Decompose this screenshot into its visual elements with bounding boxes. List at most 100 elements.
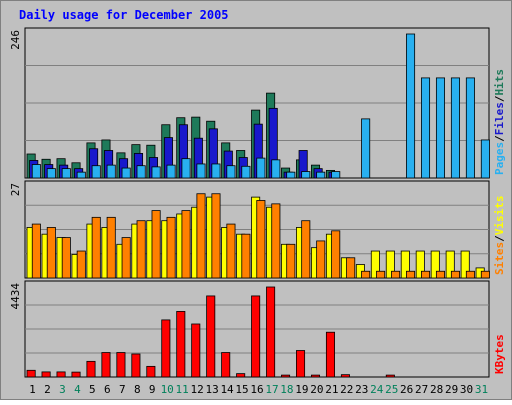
- bar-sites-day-5: [91, 216, 101, 279]
- legend: KBytes: [493, 334, 506, 374]
- bar-pages-day-3: [61, 168, 71, 179]
- legend-separator: /: [493, 235, 506, 242]
- bar-pages-day-31: [480, 139, 490, 179]
- bar-kbytes-day-3: [56, 371, 66, 378]
- bar-sites-day-4: [76, 250, 86, 279]
- bar-sites-day-30: [465, 270, 475, 279]
- bar-sites-day-15: [241, 233, 251, 279]
- x-tick-label: 17: [265, 383, 278, 396]
- legend: Sites/Visits: [493, 196, 506, 276]
- bar-sites-day-29: [450, 270, 460, 279]
- bar-kbytes-day-18: [281, 374, 291, 378]
- bar-pages-day-7: [121, 167, 131, 179]
- bar-sites-day-17: [271, 203, 281, 279]
- bar-sites-day-26: [406, 270, 416, 279]
- bar-kbytes-day-4: [71, 371, 81, 378]
- y-max-label: 27: [9, 183, 22, 196]
- x-tick-label: 2: [44, 383, 51, 396]
- legend-entry-sites: Sites: [493, 242, 506, 275]
- bar-kbytes-day-5: [86, 360, 96, 378]
- bar-pages-day-8: [136, 165, 146, 179]
- bar-sites-day-19: [301, 220, 311, 279]
- legend-entry-visits: Visits: [493, 196, 506, 236]
- bar-pages-day-13: [211, 163, 221, 179]
- bar-pages-day-12: [196, 163, 206, 179]
- x-tick-label: 18: [280, 383, 293, 396]
- bar-pages-day-10: [166, 164, 176, 179]
- bar-kbytes-day-15: [236, 373, 246, 378]
- bar-kbytes-day-25: [385, 374, 395, 378]
- y-max-label: 246: [9, 30, 22, 50]
- x-tick-label: 20: [310, 383, 323, 396]
- x-tick-label: 1: [29, 383, 36, 396]
- bar-pages-day-6: [106, 164, 116, 179]
- bar-sites-day-14: [226, 223, 236, 279]
- bar-kbytes-day-11: [176, 311, 186, 378]
- bar-sites-day-23: [361, 270, 371, 279]
- x-tick-label: 4: [74, 383, 81, 396]
- bar-pages-day-29: [450, 77, 460, 179]
- bar-sites-day-13: [211, 193, 221, 279]
- x-tick-label: 15: [235, 383, 248, 396]
- x-axis: 1 2 3 4 5 6 7 8 9 10 11 12 13 14 15 16 17 18 19 20 21 22 23 24 2…: [29, 383, 488, 396]
- x-tick-label: 27: [415, 383, 428, 396]
- bar-pages-day-18: [286, 171, 296, 179]
- bar-kbytes-day-17: [266, 286, 276, 378]
- bar-pages-day-23: [361, 118, 371, 179]
- chart-panels: 246Pages/Files/Hits27Sites/Visits4434KBy…: [9, 27, 506, 378]
- x-tick-label: 29: [445, 383, 458, 396]
- chart-title: Daily usage for December 2005: [19, 8, 229, 22]
- x-tick-label: 22: [340, 383, 353, 396]
- x-tick-label: 14: [220, 383, 234, 396]
- x-tick-label: 10: [161, 383, 174, 396]
- bar-kbytes-day-1: [26, 369, 36, 378]
- legend-entry-files: Files: [493, 102, 506, 135]
- x-tick-label: 30: [460, 383, 473, 396]
- x-tick-label: 28: [430, 383, 443, 396]
- bar-sites-day-31: [480, 270, 490, 279]
- bar-sites-day-27: [420, 270, 431, 279]
- bar-kbytes-day-21: [325, 331, 335, 378]
- bar-pages-day-2: [46, 168, 56, 179]
- bar-pages-day-16: [256, 157, 266, 179]
- bar-visits-day-24: [370, 250, 380, 279]
- bar-pages-day-20: [316, 171, 326, 179]
- bar-sites-day-9: [151, 210, 161, 279]
- bar-sites-day-20: [316, 240, 326, 279]
- bar-kbytes-day-12: [191, 323, 201, 378]
- bar-pages-day-19: [301, 171, 311, 179]
- legend-entry-pages: Pages: [493, 142, 506, 175]
- bar-kbytes-day-7: [116, 352, 126, 378]
- x-tick-label: 12: [191, 383, 204, 396]
- bar-sites-day-8: [136, 220, 146, 279]
- bar-visits-day-26: [400, 250, 410, 279]
- x-tick-label: 13: [205, 383, 218, 396]
- bar-pages-day-4: [76, 171, 86, 179]
- bar-pages-day-5: [91, 165, 101, 179]
- bar-sites-day-24: [376, 270, 386, 279]
- bar-kbytes-day-2: [41, 371, 51, 378]
- x-tick-label: 24: [370, 383, 384, 396]
- bar-sites-day-10: [166, 216, 176, 279]
- legend-entry-kbytes: KBytes: [493, 334, 506, 374]
- x-tick-label: 8: [134, 383, 141, 396]
- bar-pages-day-15: [241, 165, 251, 179]
- bar-sites-day-16: [256, 200, 266, 279]
- bar-pages-day-11: [181, 158, 191, 179]
- x-tick-label: 26: [400, 383, 413, 396]
- bar-sites-day-3: [61, 237, 71, 279]
- bar-sites-day-11: [181, 210, 191, 279]
- bar-kbytes-day-22: [340, 374, 350, 378]
- x-tick-label: 11: [176, 383, 189, 396]
- x-tick-label: 21: [325, 383, 338, 396]
- bar-visits-day-28: [430, 250, 440, 279]
- bar-pages-day-21: [331, 171, 341, 179]
- x-tick-label: 25: [385, 383, 398, 396]
- bar-sites-day-6: [106, 216, 116, 279]
- panel-visits-sites: 27 Sites/Visits: [9, 180, 506, 279]
- x-tick-label: 3: [59, 383, 66, 396]
- bar-sites-day-18: [286, 243, 296, 279]
- bar-pages-day-14: [226, 165, 236, 179]
